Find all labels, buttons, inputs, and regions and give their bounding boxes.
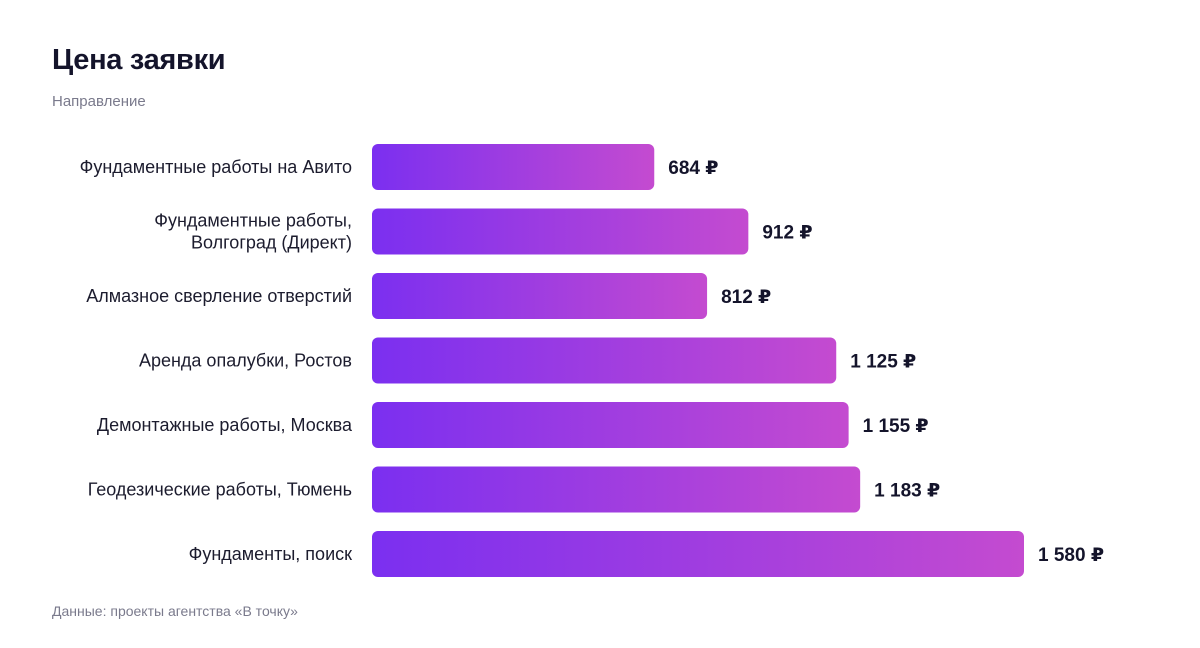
category-label: Геодезические работы, Тюмень (88, 480, 352, 500)
category-label-line: Волгоград (Директ) (191, 233, 352, 253)
category-label-line: Фундаментные работы, (154, 211, 352, 231)
bar (372, 144, 655, 190)
category-label: Фундаментные работы на Авито (80, 157, 352, 177)
bar (372, 531, 1024, 577)
value-label: 1 155 ₽ (863, 416, 929, 437)
chart-title: Цена заявки (52, 44, 226, 76)
value-label: 1 580 ₽ (1038, 545, 1104, 566)
category-label: Алмазное сверление отверстий (86, 286, 352, 306)
category-label-line: Фундаменты, поиск (189, 544, 352, 564)
bar (372, 402, 849, 448)
bar (372, 273, 708, 319)
data-source-note: Данные: проекты агентства «В точку» (52, 603, 298, 619)
category-label-line: Геодезические работы, Тюмень (88, 480, 352, 500)
value-label: 1 125 ₽ (850, 352, 916, 373)
value-label: 912 ₽ (762, 223, 812, 244)
bars-group: Фундаментные работы на Авито 684 ₽ Фундаме… (80, 144, 1104, 577)
category-label: Аренда опалубки, Ростов (139, 351, 352, 371)
chart-subtitle: Направление (52, 93, 146, 110)
value-label: 1 183 ₽ (874, 481, 940, 502)
bar (372, 208, 749, 255)
category-label: Фундаментные работы, Волгоград (Директ) (154, 211, 352, 253)
bar (372, 466, 861, 513)
category-label: Демонтажные работы, Москва (97, 415, 353, 435)
category-label-line: Фундаментные работы на Авито (80, 157, 352, 177)
category-label-line: Аренда опалубки, Ростов (139, 351, 352, 371)
category-label-line: Алмазное сверление отверстий (86, 286, 352, 306)
category-label: Фундаменты, поиск (189, 544, 352, 564)
value-label: 684 ₽ (668, 158, 718, 179)
bar (372, 337, 837, 384)
category-label-line: Демонтажные работы, Москва (97, 415, 353, 435)
value-label: 812 ₽ (721, 287, 771, 308)
